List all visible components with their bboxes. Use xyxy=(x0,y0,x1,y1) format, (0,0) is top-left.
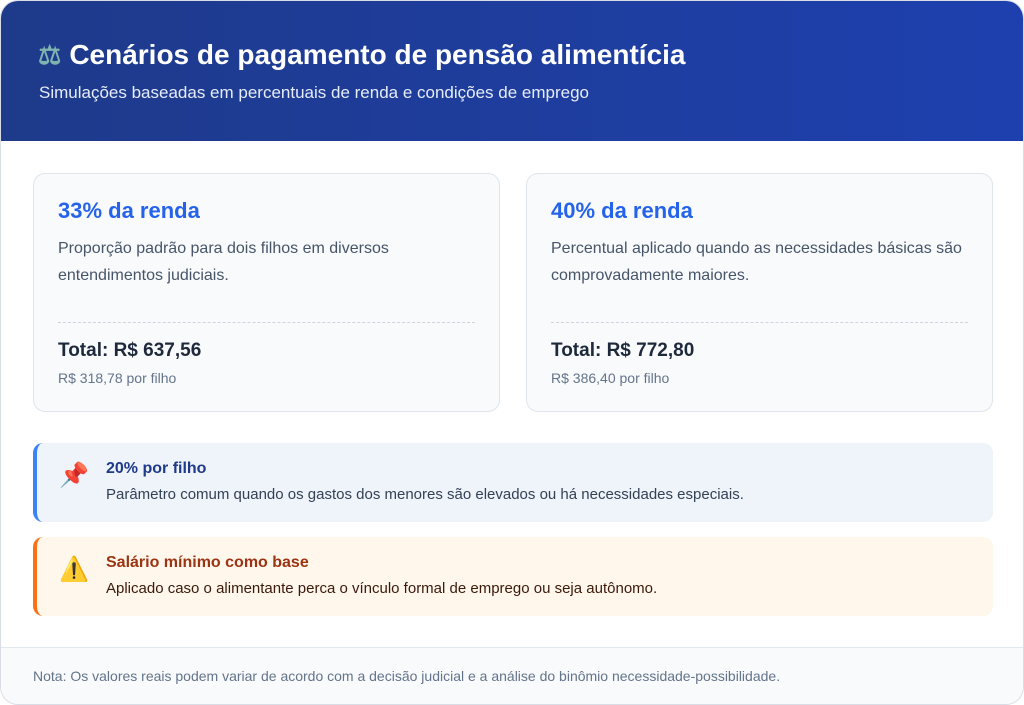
card-total: Total: R$ 637,56 xyxy=(58,340,202,361)
pushpin-icon: 📌 xyxy=(59,462,89,489)
callout-description: Parâmetro comum quando os gastos dos men… xyxy=(106,486,744,503)
title-text: Cenários de pagamento de pensão alimentí… xyxy=(69,39,686,70)
card-heading: 40% da renda xyxy=(551,198,693,223)
divider xyxy=(551,322,968,323)
card-per-child: R$ 386,40 por filho xyxy=(551,370,670,386)
page-title: ⚖ Cenários de pagamento de pensão aliment… xyxy=(38,39,686,71)
card-description: Proporção padrão para dois filhos em div… xyxy=(58,240,389,284)
scenario-card-33: 33% da renda Proporção padrão para dois … xyxy=(33,173,500,412)
callout-minimum-wage: ⚠️ Salário mínimo como base Aplicado cas… xyxy=(33,537,993,616)
scales-icon: ⚖ xyxy=(38,39,62,70)
header: ⚖ Cenários de pagamento de pensão aliment… xyxy=(1,1,1023,141)
page-subtitle: Simulações baseadas em percentuais de re… xyxy=(39,83,590,102)
card-description: Percentual aplicado quando as necessidad… xyxy=(551,240,962,284)
footer-note: Nota: Os valores reais podem variar de a… xyxy=(33,668,781,684)
warning-icon: ⚠️ xyxy=(59,556,89,583)
scenario-card-40: 40% da renda Percentual aplicado quando … xyxy=(526,173,993,412)
callout-title: Salário mínimo como base xyxy=(106,554,309,571)
footer: Nota: Os valores reais podem variar de a… xyxy=(1,647,1023,704)
card-per-child: R$ 318,78 por filho xyxy=(58,370,177,386)
callout-title: 20% por filho xyxy=(106,460,207,477)
divider xyxy=(58,322,475,323)
card-heading: 33% da renda xyxy=(58,198,200,223)
callout-description: Aplicado caso o alimentante perca o vínc… xyxy=(106,580,658,597)
card-total: Total: R$ 772,80 xyxy=(551,340,695,361)
callout-per-child: 📌 20% por filho Parâmetro comum quando o… xyxy=(33,443,993,522)
